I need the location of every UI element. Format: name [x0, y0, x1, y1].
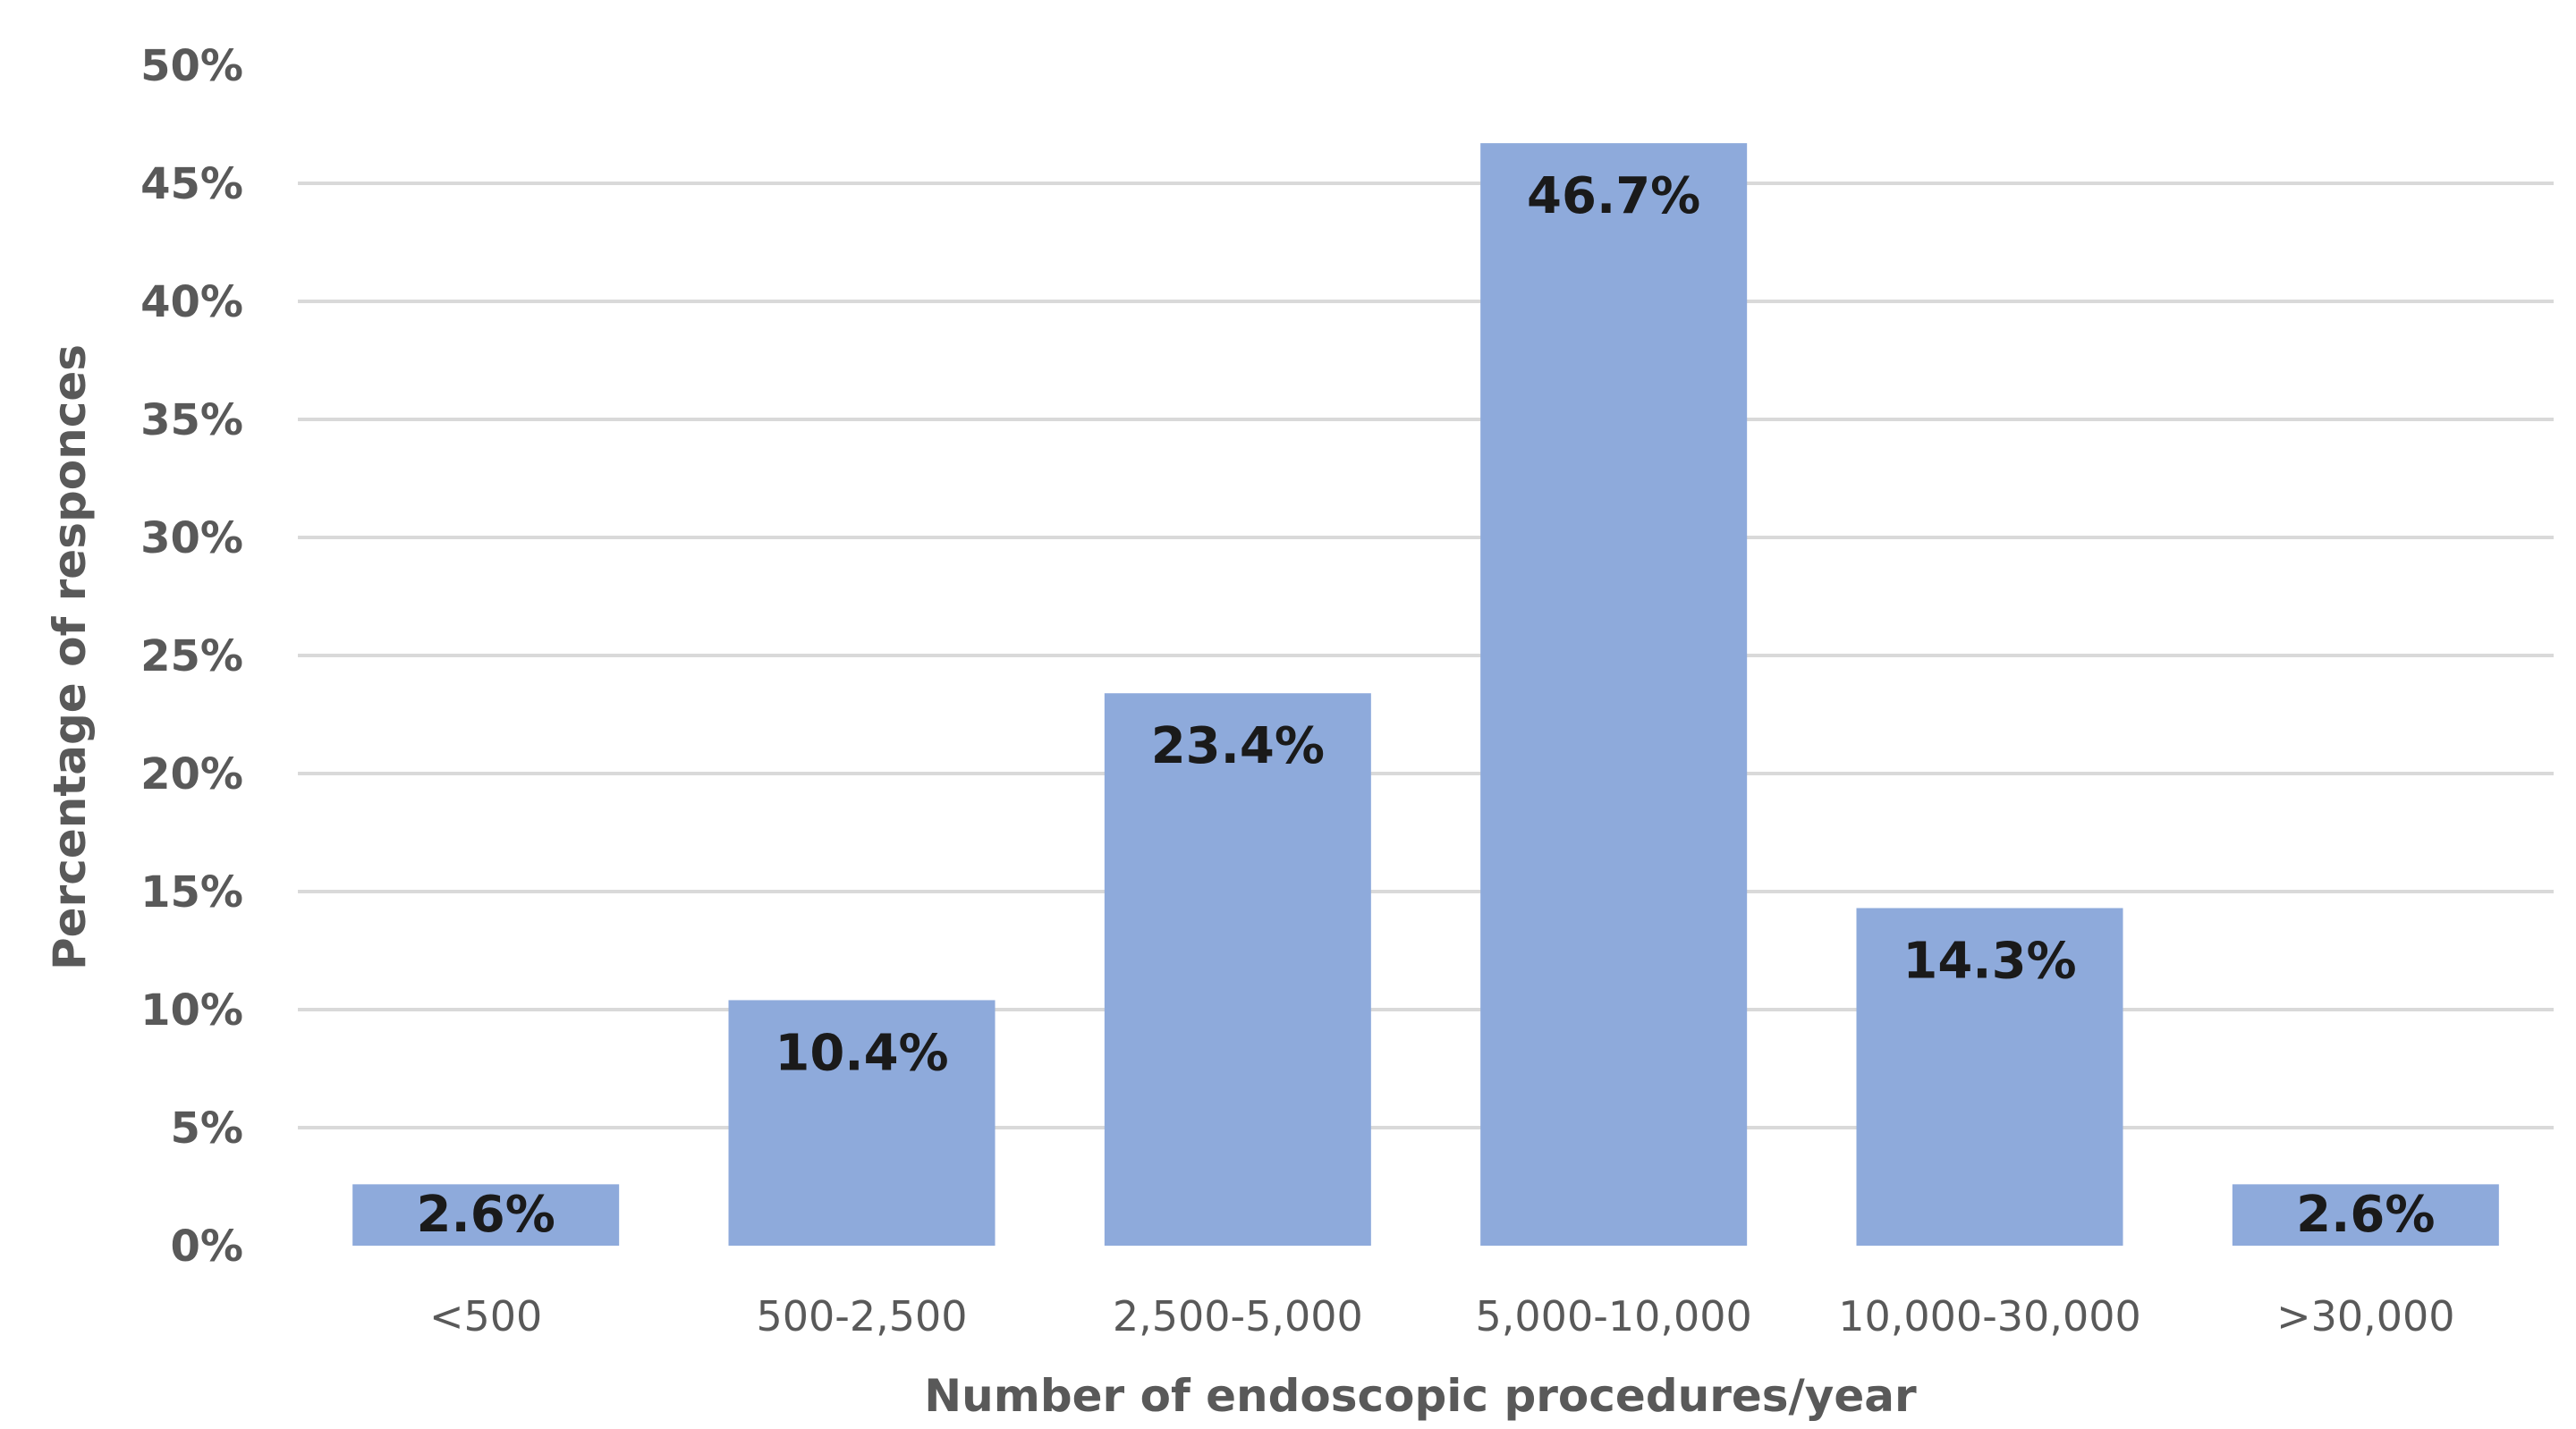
y-axis-title: Percentage of responces — [44, 344, 96, 970]
y-tick-label: 30% — [140, 513, 243, 563]
x-tick-label: 500-2,500 — [756, 1292, 967, 1340]
bar — [728, 1000, 996, 1246]
x-tick-label: 5,000-10,000 — [1476, 1292, 1752, 1340]
data-label: 2.6% — [417, 1186, 555, 1244]
bars — [352, 143, 2499, 1246]
bar — [1856, 908, 2123, 1246]
y-tick-label: 5% — [171, 1103, 244, 1154]
y-tick-label: 45% — [140, 159, 243, 209]
data-label: 23.4% — [1151, 717, 1325, 775]
y-tick-label: 50% — [140, 41, 243, 91]
data-label: 10.4% — [775, 1024, 948, 1082]
x-tick-label: 10,000-30,000 — [1838, 1292, 2141, 1340]
x-axis-ticks: <500 500-2,500 2,500-5,000 5,000-10,000 10,0… — [429, 1292, 2455, 1340]
y-tick-label: 25% — [140, 631, 243, 681]
x-tick-label: >30,000 — [2276, 1292, 2455, 1340]
data-label: 14.3% — [1902, 932, 2076, 990]
y-tick-label: 10% — [140, 985, 243, 1036]
bar — [1104, 693, 1371, 1246]
x-axis-title: Number of endoscopic procedures/year — [924, 1370, 1917, 1422]
bar — [352, 1184, 620, 1246]
data-label: 2.6% — [2296, 1186, 2435, 1244]
x-tick-label: 2,500-5,000 — [1113, 1292, 1363, 1340]
data-labels: 2.6% 10.4% 23.4% 46.7% 14.3% 2.6% — [417, 167, 2436, 1244]
y-tick-label: 0% — [171, 1222, 244, 1272]
data-label: 46.7% — [1527, 167, 1700, 225]
y-tick-label: 35% — [140, 395, 243, 445]
gridlines — [298, 182, 2554, 1129]
y-axis-ticks: 0% 5% 10% 15% 20% 25% 30% 35% 40% 45% 50% — [140, 41, 243, 1272]
bar — [2232, 1184, 2499, 1246]
bar — [1480, 143, 1748, 1246]
y-tick-label: 15% — [140, 867, 243, 917]
y-tick-label: 40% — [140, 277, 243, 327]
y-tick-label: 20% — [140, 749, 243, 799]
x-tick-label: <500 — [429, 1292, 542, 1340]
